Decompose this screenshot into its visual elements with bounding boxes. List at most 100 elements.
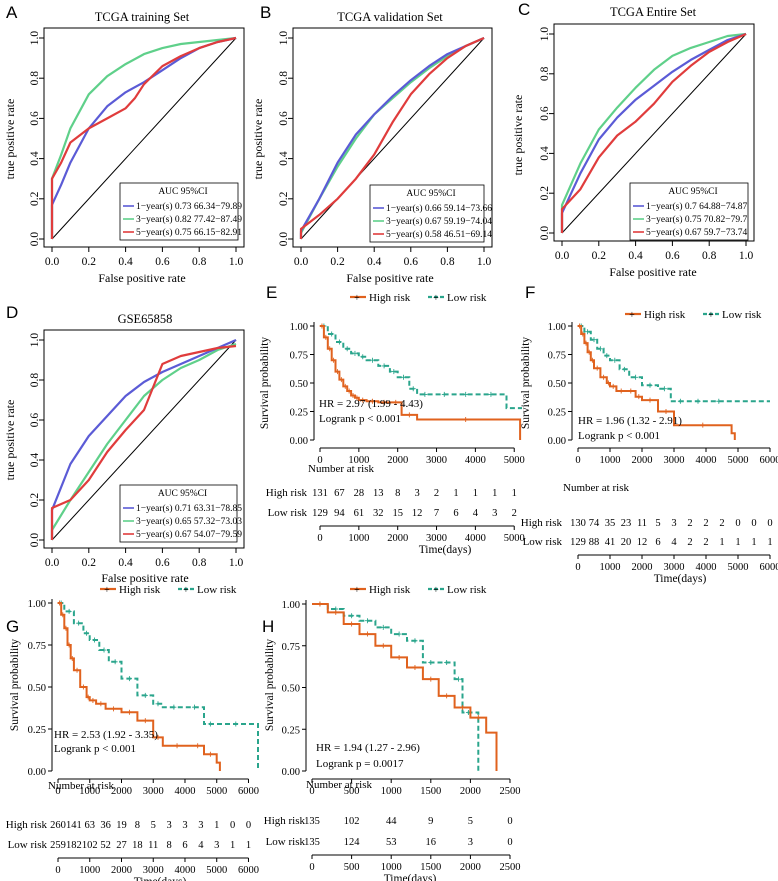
y-tick-label: 0.6 xyxy=(278,111,290,126)
y-tick-label: 1.0 xyxy=(29,31,41,46)
risk-count-high: 5 xyxy=(468,816,473,827)
legend-entry-1y: 1−year(s) 0.7 64.88−74.87 xyxy=(646,201,747,212)
censor-mark-low xyxy=(329,331,335,337)
x-tick-label: 5000 xyxy=(728,455,749,466)
risk-x-tick-label: 6000 xyxy=(760,562,778,573)
y-axis-label: Survival probability xyxy=(520,337,532,430)
x-tick-label: 1.0 xyxy=(229,557,244,569)
legend-swatch-high-plus: + xyxy=(104,585,110,596)
y-tick-label: 1.00 xyxy=(28,599,46,610)
panel-letter: E xyxy=(266,283,277,302)
censor-mark-high xyxy=(342,383,348,389)
legend-swatch-high-plus: + xyxy=(354,293,360,304)
panel-letter: G xyxy=(6,617,19,636)
censor-mark-low xyxy=(488,391,494,397)
chart-title: GSE65858 xyxy=(118,312,173,326)
x-axis-label: False positive rate xyxy=(346,271,433,285)
y-tick-label: 0.4 xyxy=(278,151,290,166)
legend-entry-low: Low risk xyxy=(447,584,487,596)
censor-mark-low xyxy=(142,692,148,698)
risk-count-high: 3 xyxy=(182,820,187,831)
risk-x-tick-label: 4000 xyxy=(174,865,195,876)
y-tick-label: 1.0 xyxy=(278,31,290,46)
risk-count-low: 1 xyxy=(735,537,740,548)
x-tick-label: 0 xyxy=(317,455,322,466)
y-tick-label: 1.00 xyxy=(548,322,566,333)
risk-count-high: 8 xyxy=(135,820,140,831)
censor-mark-high xyxy=(174,743,180,749)
censor-mark-high xyxy=(369,398,375,404)
x-tick-label: 2000 xyxy=(387,455,408,466)
censor-mark-high xyxy=(700,422,706,428)
censor-mark-high xyxy=(69,655,75,661)
censor-mark-low xyxy=(716,398,722,404)
risk-count-low: 94 xyxy=(334,508,345,519)
censor-mark-high xyxy=(628,388,634,394)
censor-mark-high xyxy=(57,600,63,606)
risk-count-low: 11 xyxy=(148,840,158,851)
censor-mark-low xyxy=(344,346,350,352)
chart-title: TCGA validation Set xyxy=(337,10,443,24)
risk-count-low: 182 xyxy=(66,840,82,851)
risk-x-tick-label: 2500 xyxy=(500,862,521,873)
km-panel-g: G + High risk + Low risk 0.00 0.25 0.50 0.75 1.00… xyxy=(6,584,259,881)
censor-mark-low xyxy=(101,647,107,653)
x-tick-label: 6000 xyxy=(238,786,259,797)
censor-mark-high xyxy=(406,412,412,418)
x-tick-label: 0.0 xyxy=(45,557,60,569)
legend-entry-5y: 5−year(s) 0.58 46.51−69.14 xyxy=(386,229,492,240)
risk-x-tick-label: 5000 xyxy=(504,533,525,544)
risk-x-tick-label: 1000 xyxy=(600,562,621,573)
censor-mark-high xyxy=(74,667,80,673)
plot-frame xyxy=(292,27,493,248)
risk-count-low: 1 xyxy=(230,840,235,851)
censor-mark-low xyxy=(84,630,90,636)
y-tick-label: 1.00 xyxy=(290,322,308,333)
risk-x-tick-label: 1000 xyxy=(348,533,369,544)
risk-count-low: 27 xyxy=(116,840,127,851)
legend-entry-5y: 5−year(s) 0.67 54.07−79.59 xyxy=(136,529,242,540)
panel-letter: B xyxy=(260,3,271,22)
y-tick-label: 0.8 xyxy=(29,71,41,86)
censor-mark-high xyxy=(360,397,366,403)
x-tick-label: 1.0 xyxy=(229,256,244,268)
risk-count-high: 0 xyxy=(246,820,251,831)
risk-x-tick-label: 1000 xyxy=(381,862,402,873)
risk-count-high: 0 xyxy=(507,816,512,827)
risk-count-high: 5 xyxy=(655,518,660,529)
x-axis-label: False positive rate xyxy=(98,271,185,285)
risk-count-low: 102 xyxy=(82,840,98,851)
plot-frame xyxy=(43,329,245,549)
x-tick-label: 4000 xyxy=(696,455,717,466)
censor-mark-high xyxy=(334,369,340,375)
y-tick-label: 0.2 xyxy=(539,186,551,201)
censor-mark-high xyxy=(111,706,117,712)
x-tick-label: 4000 xyxy=(174,786,195,797)
risk-count-low: 53 xyxy=(386,837,397,848)
x-tick-label: 3000 xyxy=(143,786,164,797)
censor-mark-low xyxy=(441,391,447,397)
risk-count-high: 1 xyxy=(492,488,497,499)
censor-mark-high xyxy=(85,694,91,700)
hazard-ratio-text: HR = 2.97 (1.99 - 4.43) xyxy=(319,398,423,410)
censor-mark-high xyxy=(475,715,481,721)
y-axis-label: true positive rate xyxy=(3,99,17,180)
risk-count-high: 0 xyxy=(767,518,772,529)
legend-entry-high: High risk xyxy=(369,584,411,596)
panel-letter: A xyxy=(6,3,18,22)
legend-box xyxy=(369,184,485,243)
x-axis-label: False positive rate xyxy=(101,571,188,585)
roc-panel-b: B TCGA validation Set 0.0 0.2 0.4 0.6 0.8 1.0 0.… xyxy=(251,3,493,285)
risk-count-low: 129 xyxy=(570,537,586,548)
risk-x-tick-label: 1000 xyxy=(79,865,100,876)
censor-mark-high xyxy=(618,388,624,394)
risk-x-tick-label: 3000 xyxy=(426,533,447,544)
risk-x-tick-label: 2000 xyxy=(460,862,481,873)
risk-x-tick-label: 0 xyxy=(309,862,314,873)
risk-count-low: 4 xyxy=(473,508,479,519)
risk-count-high: 36 xyxy=(100,820,111,831)
censor-mark-low xyxy=(633,374,639,380)
censor-mark-low xyxy=(369,357,375,363)
censor-mark-high xyxy=(66,642,72,648)
censor-mark-low xyxy=(364,618,370,624)
